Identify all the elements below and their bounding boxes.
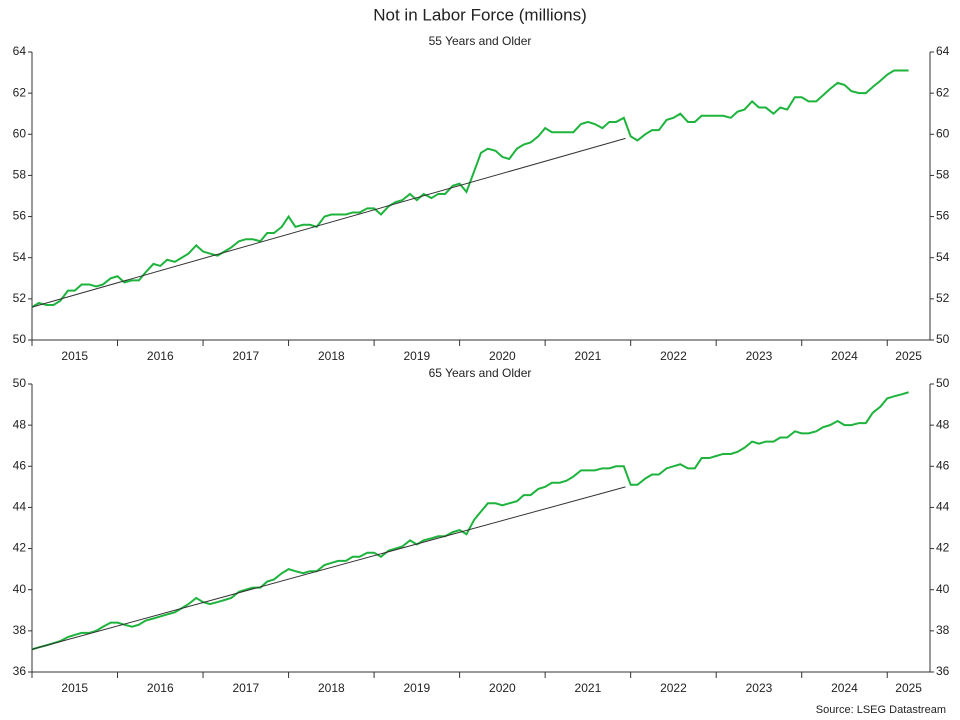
panel-title: 55 Years and Older: [429, 34, 532, 48]
x-tick-label: 2024: [831, 349, 858, 363]
y2-tick-label: 38: [936, 623, 950, 637]
x-tick-label: 2023: [746, 681, 773, 695]
y-tick-label: 36: [13, 664, 27, 678]
y2-tick-label: 44: [936, 500, 950, 514]
y-tick-label: 52: [13, 291, 27, 305]
x-tick-label: 2018: [318, 349, 345, 363]
y-tick-label: 54: [13, 250, 27, 264]
x-tick-label: 2023: [746, 349, 773, 363]
x-tick-label: 2016: [147, 681, 174, 695]
y-tick-label: 46: [13, 458, 27, 472]
y-tick-label: 64: [13, 44, 27, 58]
x-tick-label: 2017: [232, 349, 259, 363]
y2-tick-label: 42: [936, 541, 950, 555]
x-tick-label: 2020: [489, 349, 516, 363]
y-tick-label: 38: [13, 623, 27, 637]
y2-tick-label: 64: [936, 44, 950, 58]
y2-tick-label: 50: [936, 376, 950, 390]
x-tick-label: 2020: [489, 681, 516, 695]
source-note: Source: LSEG Datastream: [816, 704, 946, 716]
y-tick-label: 58: [13, 168, 27, 182]
x-tick-label: 2016: [147, 349, 174, 363]
trend-line: [31, 137, 626, 308]
y2-tick-label: 40: [936, 582, 950, 596]
y2-tick-label: 62: [936, 85, 950, 99]
y2-tick-label: 56: [936, 209, 950, 223]
x-tick-label: 2022: [660, 349, 687, 363]
x-tick-label: 2017: [232, 681, 259, 695]
y-tick-label: 48: [13, 417, 27, 431]
y-tick-label: 50: [13, 376, 27, 390]
y-tick-label: 62: [13, 85, 27, 99]
x-tick-label: 2019: [404, 681, 431, 695]
x-tick-label: 2015: [61, 349, 88, 363]
x-tick-label: 2025: [895, 349, 922, 363]
y2-tick-label: 46: [936, 458, 950, 472]
x-tick-label: 2015: [61, 681, 88, 695]
y2-tick-label: 54: [936, 250, 950, 264]
x-tick-label: 2022: [660, 681, 687, 695]
data-line: [31, 391, 909, 651]
y-tick-label: 60: [13, 126, 27, 140]
y2-tick-label: 36: [936, 664, 950, 678]
x-tick-label: 2019: [404, 349, 431, 363]
x-tick-label: 2024: [831, 681, 858, 695]
x-tick-label: 2025: [895, 681, 922, 695]
y2-tick-label: 50: [936, 332, 950, 346]
y2-tick-label: 52: [936, 291, 950, 305]
x-tick-label: 2021: [575, 681, 602, 695]
y-tick-label: 44: [13, 500, 27, 514]
y-tick-label: 56: [13, 209, 27, 223]
y-tick-label: 50: [13, 332, 27, 346]
panel-title: 65 Years and Older: [429, 366, 532, 380]
page-title: Not in Labor Force (millions): [373, 5, 587, 24]
y-tick-label: 42: [13, 541, 27, 555]
y2-tick-label: 58: [936, 168, 950, 182]
y-tick-label: 40: [13, 582, 27, 596]
trend-line: [31, 486, 626, 650]
y2-tick-label: 48: [936, 417, 950, 431]
y2-tick-label: 60: [936, 126, 950, 140]
data-line: [31, 69, 909, 308]
x-tick-label: 2021: [575, 349, 602, 363]
x-tick-label: 2018: [318, 681, 345, 695]
